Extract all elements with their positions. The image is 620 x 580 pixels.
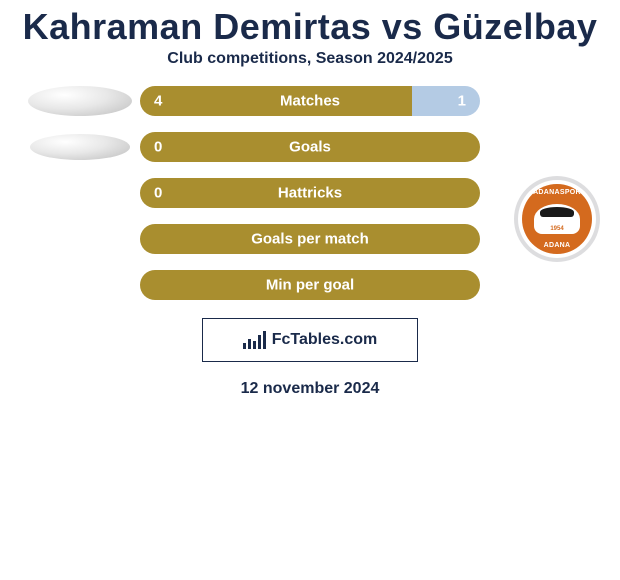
chart-icon (243, 331, 266, 349)
stat-label: Goals (289, 139, 331, 156)
player-placeholder (30, 134, 130, 160)
subtitle: Club competitions, Season 2024/2025 (0, 50, 620, 68)
stat-bar: Min per goal (140, 270, 480, 300)
stat-value-right: 1 (458, 93, 466, 110)
left-slot (20, 224, 140, 254)
stat-label: Hattricks (278, 185, 342, 202)
badge-bottom-text: ADANA (544, 242, 571, 249)
stat-bar: Goals per match (140, 224, 480, 254)
right-slot (480, 132, 600, 162)
stat-value-left: 4 (154, 93, 162, 110)
brand-text: FcTables.com (272, 331, 378, 349)
stat-label: Goals per match (251, 231, 369, 248)
brand-box: FcTables.com (202, 318, 418, 362)
badge-year: 1954 (550, 226, 563, 232)
comparison-card: Kahraman Demirtas vs Güzelbay Club compe… (0, 0, 620, 398)
player-placeholder (28, 86, 132, 116)
stat-label: Min per goal (266, 277, 354, 294)
club-badge: ADANASPOR 1954 ADANA (514, 176, 600, 262)
stat-label: Matches (280, 93, 340, 110)
left-slot (20, 178, 140, 208)
stat-bar: Hattricks 0 (140, 178, 480, 208)
stat-row: Goals 0 (0, 132, 620, 162)
right-slot (480, 270, 600, 300)
stat-bar: Goals 0 (140, 132, 480, 162)
stat-bar-left (140, 86, 412, 116)
badge-emblem: 1954 (534, 204, 580, 234)
stat-row: Min per goal (0, 270, 620, 300)
stat-value-left: 0 (154, 139, 162, 156)
page-title: Kahraman Demirtas vs Güzelbay (0, 0, 620, 50)
stat-bar: Matches 4 1 (140, 86, 480, 116)
left-slot (20, 132, 140, 162)
right-slot (480, 86, 600, 116)
stat-row: Matches 4 1 (0, 86, 620, 116)
stat-value-left: 0 (154, 185, 162, 202)
badge-top-text: ADANASPOR (533, 189, 581, 196)
stat-bar-right (412, 86, 480, 116)
club-badge-inner: ADANASPOR 1954 ADANA (522, 184, 592, 254)
left-slot (20, 270, 140, 300)
footer-date: 12 november 2024 (0, 380, 620, 398)
left-slot (20, 86, 140, 116)
